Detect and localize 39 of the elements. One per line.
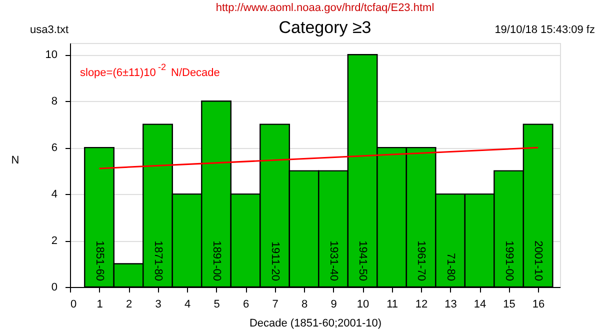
- x-tick-label: 10: [356, 298, 370, 310]
- data-label: 1871-80: [152, 240, 164, 281]
- x-tick-label: 14: [474, 298, 486, 310]
- x-tick-label: 9: [330, 298, 337, 310]
- x-axis-title: Decade (1851-60;2001-10): [249, 318, 382, 330]
- data-label: 1941-50: [356, 240, 369, 281]
- chart-title: Category ≥3: [278, 18, 372, 37]
- text: http://www.aoml.noaa.gov/hrd/tcfaq/E23.html: [216, 2, 434, 14]
- x-tick-label: 15: [503, 298, 516, 310]
- x-tick-label: 8: [301, 298, 308, 310]
- x-tick-label: 2: [126, 298, 132, 310]
- x-tick-label: 3: [155, 298, 162, 310]
- y-tick-label: 2: [51, 235, 58, 248]
- data-label: 1891-00: [210, 240, 222, 281]
- x-tick-label: 1: [96, 298, 103, 310]
- y-axis-title: N: [11, 154, 20, 166]
- x-tick-label: 0: [70, 298, 77, 310]
- y-tick-label: 10: [45, 49, 58, 62]
- text: 19/10/18 15:43:09 fz: [494, 24, 595, 36]
- x-tick-label: 16: [532, 298, 545, 310]
- data-label: 1911-20: [268, 241, 281, 281]
- y-tick-label: 4: [51, 188, 58, 201]
- data-label: 71-80: [444, 252, 456, 281]
- x-tick-label: 12: [415, 298, 428, 310]
- data-label: 1961-70: [415, 240, 428, 281]
- y-tick-label: 0: [51, 282, 58, 294]
- text: usa3.txt: [30, 24, 69, 36]
- data-label: 2001-10: [532, 240, 544, 281]
- data-label: 1991-00: [502, 240, 515, 281]
- data-label: 1851-60: [93, 240, 106, 281]
- x-tick-label: 6: [242, 298, 250, 310]
- y-tick-label: 6: [51, 142, 58, 154]
- data-label: 1931-40: [327, 240, 340, 281]
- x-tick-label: 7: [272, 298, 278, 310]
- x-tick-label: 13: [444, 298, 457, 310]
- x-tick-label: 5: [214, 298, 220, 310]
- y-tick-label: 8: [51, 96, 58, 108]
- x-tick-label: 4: [184, 298, 191, 310]
- x-tick-label: 11: [386, 298, 398, 310]
